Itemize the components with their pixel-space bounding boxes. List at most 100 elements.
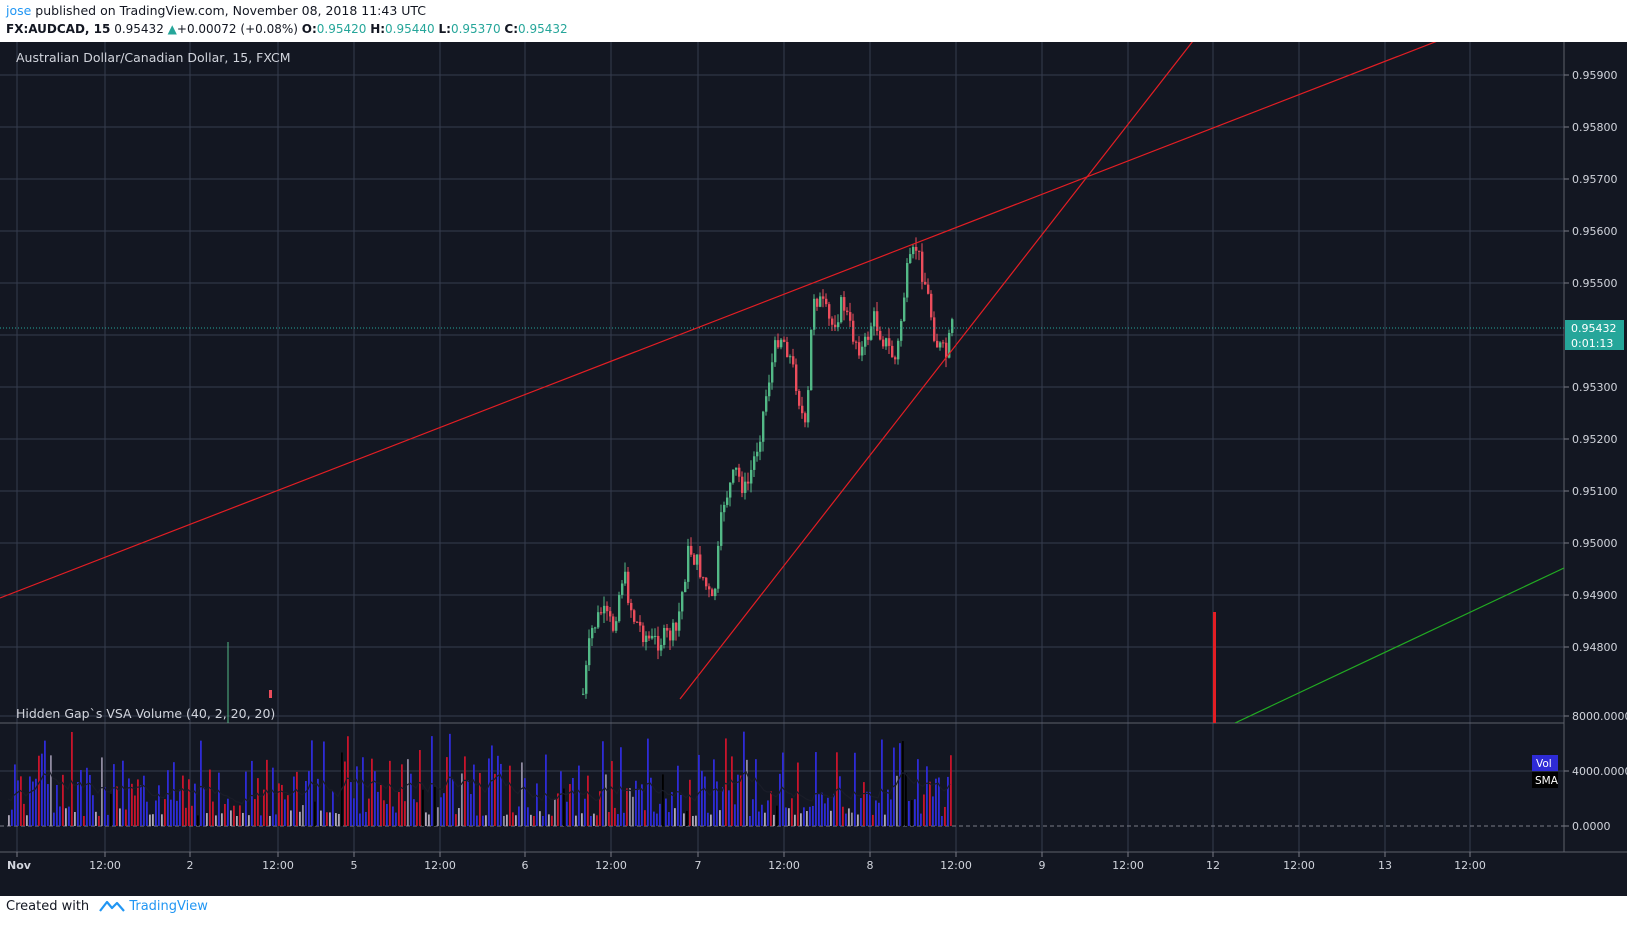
volume-bar[interactable] xyxy=(404,801,406,826)
volume-bar[interactable] xyxy=(869,791,871,826)
volume-bar[interactable] xyxy=(260,815,262,826)
volume-bar[interactable] xyxy=(806,811,808,826)
volume-bar[interactable] xyxy=(365,811,367,826)
volume-bar[interactable] xyxy=(140,785,142,826)
volume-bar[interactable] xyxy=(383,800,385,826)
volume-bar[interactable] xyxy=(833,793,835,826)
volume-bar[interactable] xyxy=(182,775,184,826)
volume-bar[interactable] xyxy=(257,778,259,826)
volume-bar[interactable] xyxy=(23,803,25,826)
candle-body[interactable] xyxy=(726,497,729,505)
volume-bar[interactable] xyxy=(368,798,370,826)
candle-body[interactable] xyxy=(657,635,660,651)
candle-body[interactable] xyxy=(741,476,744,493)
candle-body[interactable] xyxy=(762,411,765,442)
volume-bar[interactable] xyxy=(521,762,523,826)
volume-bar[interactable] xyxy=(449,733,451,826)
volume-bar[interactable] xyxy=(251,760,253,826)
volume-bar[interactable] xyxy=(851,812,853,826)
volume-bar[interactable] xyxy=(767,800,769,826)
candle-body[interactable] xyxy=(885,338,888,347)
volume-bar[interactable] xyxy=(461,773,463,826)
volume-bar[interactable] xyxy=(35,778,37,826)
volume-bar[interactable] xyxy=(50,755,52,826)
candle-body[interactable] xyxy=(918,250,921,252)
candle-body[interactable] xyxy=(621,583,624,596)
volume-bar[interactable] xyxy=(941,815,943,826)
volume-axis[interactable]: 8000.0000 4000.0000 0.0000 xyxy=(1564,710,1627,833)
volume-bar[interactable] xyxy=(95,811,97,826)
volume-bar[interactable] xyxy=(143,775,145,826)
volume-bar[interactable] xyxy=(578,765,580,826)
volume-bar[interactable] xyxy=(200,740,202,826)
volume-bar[interactable] xyxy=(134,795,136,826)
volume-bar[interactable] xyxy=(647,738,649,826)
volume-bar[interactable] xyxy=(167,770,169,826)
volume-bar[interactable] xyxy=(920,813,922,826)
volume-bar[interactable] xyxy=(785,807,787,826)
volume-bar[interactable] xyxy=(242,812,244,826)
volume-bar[interactable] xyxy=(638,788,640,826)
candle-body[interactable] xyxy=(837,322,840,328)
volume-bar[interactable] xyxy=(68,806,70,826)
volume-bar[interactable] xyxy=(131,783,133,826)
volume-bar[interactable] xyxy=(233,805,235,826)
candle-body[interactable] xyxy=(933,317,936,341)
volume-bar[interactable] xyxy=(176,800,178,826)
candle-body[interactable] xyxy=(783,339,786,342)
candle-body[interactable] xyxy=(753,456,756,470)
volume-bar[interactable] xyxy=(305,781,307,826)
volume-bar[interactable] xyxy=(62,774,64,826)
volume-bar[interactable] xyxy=(791,798,793,826)
volume-bar[interactable] xyxy=(908,801,910,826)
volume-bar[interactable] xyxy=(926,766,928,826)
volume-bar[interactable] xyxy=(329,812,331,826)
volume-bar[interactable] xyxy=(830,810,832,826)
lower-channel-trendline[interactable] xyxy=(679,42,1200,700)
volume-bar[interactable] xyxy=(905,773,907,826)
volume-bar[interactable] xyxy=(512,812,514,826)
volume-bar[interactable] xyxy=(887,789,889,826)
volume-bar[interactable] xyxy=(899,743,901,826)
volume-bar[interactable] xyxy=(74,812,76,826)
candle-body[interactable] xyxy=(615,621,618,631)
volume-bar[interactable] xyxy=(146,801,148,826)
candle-body[interactable] xyxy=(269,690,272,698)
volume-bar[interactable] xyxy=(815,752,817,826)
volume-bar[interactable] xyxy=(119,808,121,826)
candle-body[interactable] xyxy=(810,329,813,391)
candle-body[interactable] xyxy=(588,638,591,666)
volume-bar[interactable] xyxy=(440,797,442,826)
volume-bar[interactable] xyxy=(746,759,748,826)
volume-bar[interactable] xyxy=(875,800,877,826)
green-trendline[interactable] xyxy=(1234,567,1564,723)
volume-bar[interactable] xyxy=(551,815,553,826)
candle-body[interactable] xyxy=(678,611,681,631)
candle-body[interactable] xyxy=(912,246,915,255)
volume-bar[interactable] xyxy=(359,813,361,826)
volume-bar[interactable] xyxy=(353,798,355,826)
candle-body[interactable] xyxy=(792,356,795,365)
volume-bar[interactable] xyxy=(155,800,157,826)
volume-bar[interactable] xyxy=(530,814,532,826)
candle-body[interactable] xyxy=(876,311,879,331)
volume-bar[interactable] xyxy=(221,813,223,826)
upper-channel-trendline[interactable] xyxy=(0,42,1564,599)
volume-bar[interactable] xyxy=(680,794,682,826)
volume-bar[interactable] xyxy=(413,799,415,826)
volume-bar[interactable] xyxy=(488,758,490,826)
volume-bar[interactable] xyxy=(653,811,655,826)
volume-bar[interactable] xyxy=(644,810,646,826)
volume-bar[interactable] xyxy=(497,755,499,826)
candle-body[interactable] xyxy=(813,298,816,330)
candle-body[interactable] xyxy=(795,364,798,391)
tradingview-link[interactable]: TradingView xyxy=(129,899,208,914)
volume-bar[interactable] xyxy=(749,815,751,826)
candle-body[interactable] xyxy=(900,321,903,341)
volume-bar[interactable] xyxy=(197,815,199,826)
candle-body[interactable] xyxy=(714,588,717,597)
volume-bar[interactable] xyxy=(911,800,913,826)
candle-body[interactable] xyxy=(801,405,804,414)
candle-body[interactable] xyxy=(699,554,702,578)
volume-bar[interactable] xyxy=(914,799,916,826)
